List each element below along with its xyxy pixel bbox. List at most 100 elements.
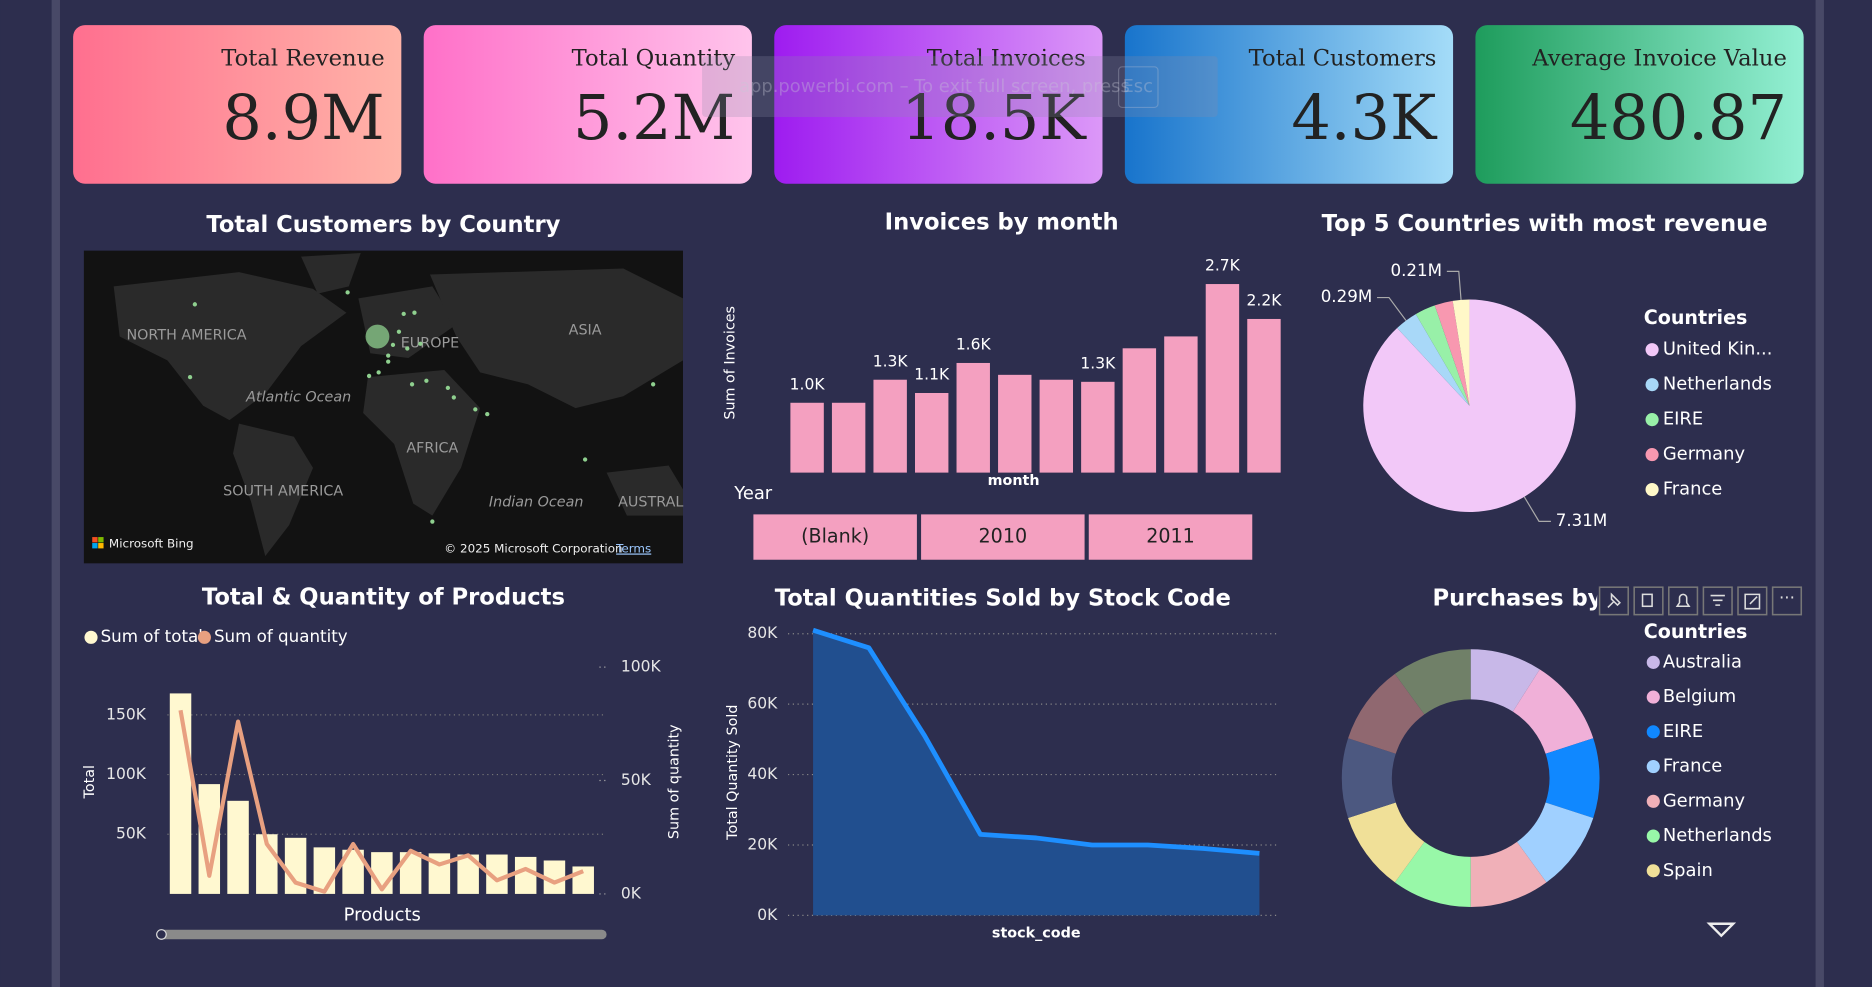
filter-icon bbox=[1710, 594, 1725, 606]
legend-label: Sum of total bbox=[101, 626, 203, 646]
leader-line bbox=[1446, 270, 1462, 300]
donut-slice bbox=[1512, 669, 1594, 754]
map-point bbox=[345, 290, 350, 295]
y-tick-label: 150K bbox=[106, 705, 147, 723]
map-terms[interactable]: Terms bbox=[615, 541, 651, 555]
kpi-value: 480.87 bbox=[1570, 81, 1787, 154]
slicer-option: 2010 bbox=[979, 525, 1028, 548]
copy-button[interactable] bbox=[1633, 586, 1664, 616]
pie-slice bbox=[1415, 305, 1470, 406]
bar bbox=[1164, 336, 1198, 473]
bar bbox=[572, 866, 594, 894]
more-button[interactable] bbox=[1771, 586, 1803, 616]
map-point bbox=[582, 457, 588, 462]
bar bbox=[342, 849, 364, 894]
donut-slice bbox=[1545, 738, 1600, 818]
bar bbox=[1039, 379, 1074, 473]
data-label: 2.2K bbox=[1247, 292, 1283, 310]
edge-right bbox=[1815, 0, 1824, 987]
kpi-title: Total Revenue bbox=[221, 46, 384, 72]
bar bbox=[831, 402, 866, 473]
copy-icon bbox=[1641, 593, 1653, 608]
legend-swatch bbox=[1645, 343, 1659, 357]
map-point bbox=[445, 385, 451, 391]
scrollbar[interactable] bbox=[159, 929, 607, 940]
pie-slice bbox=[1397, 314, 1470, 406]
map-point bbox=[405, 346, 410, 351]
data-label: 1.0K bbox=[790, 375, 826, 393]
y-axis-label: Sum of Invoices bbox=[723, 306, 739, 420]
landmass bbox=[301, 253, 361, 294]
legend-swatch bbox=[1646, 655, 1660, 669]
notice-bg bbox=[702, 56, 1218, 117]
map-attribution: © 2025 Microsoft Corporation bbox=[444, 541, 622, 555]
y2-tick-label: 50K bbox=[621, 771, 652, 789]
slicer-option: (Blank) bbox=[801, 525, 869, 548]
data-label: 1.3K bbox=[873, 352, 909, 370]
bar bbox=[543, 860, 566, 894]
notice-key: Esc bbox=[1122, 76, 1152, 97]
notice-text: app.powerbi.com – To exit full screen, p… bbox=[739, 76, 1130, 97]
map-point bbox=[412, 310, 417, 315]
bar bbox=[1205, 284, 1240, 473]
bar bbox=[313, 847, 336, 894]
edge-left bbox=[51, 0, 60, 987]
slicer-title: Year bbox=[733, 483, 773, 504]
y-tick-label: 20K bbox=[747, 835, 778, 853]
x-axis-label: stock_code bbox=[992, 925, 1081, 941]
map-label: NORTH AMERICA bbox=[126, 327, 246, 343]
y-tick-label: 80K bbox=[747, 624, 778, 642]
donut-slice bbox=[1341, 738, 1396, 818]
legend-swatch bbox=[1646, 829, 1660, 843]
kpi-title: Total Quantity bbox=[572, 46, 736, 72]
landmass bbox=[606, 465, 683, 516]
alert-button[interactable] bbox=[1668, 586, 1699, 616]
legend-label: Australia bbox=[1663, 651, 1742, 672]
bar bbox=[227, 800, 249, 894]
fullscreen-notice: app.powerbi.com – To exit full screen, p… bbox=[702, 56, 1218, 117]
map-point bbox=[424, 378, 429, 383]
kpi-card bbox=[1475, 25, 1804, 184]
slicer-button[interactable] bbox=[1088, 514, 1253, 560]
bing-logo bbox=[92, 543, 98, 549]
scroll-handle[interactable] bbox=[156, 929, 167, 940]
legend-label: Netherlands bbox=[1663, 374, 1772, 395]
data-label: 0.29M bbox=[1321, 286, 1373, 306]
y-tick-label: 100K bbox=[106, 765, 147, 783]
line bbox=[178, 709, 584, 894]
more-icon: ··· bbox=[1779, 588, 1795, 608]
y-axis-label: Total bbox=[82, 765, 98, 799]
donut-slice bbox=[1394, 649, 1471, 715]
legend-label: France bbox=[1663, 479, 1723, 500]
y2-tick-label: 100K bbox=[621, 658, 662, 676]
chart-title: Total & Quantity of Products bbox=[202, 584, 565, 610]
map-point bbox=[451, 395, 456, 400]
bar bbox=[169, 693, 192, 894]
data-label: 1.6K bbox=[956, 336, 992, 354]
map-point bbox=[366, 373, 372, 379]
legend-title: Countries bbox=[1644, 306, 1748, 329]
slicer-button[interactable] bbox=[753, 514, 917, 560]
kpi-cards: Total Revenue 8.9M Total Quantity 5.2M Total… bbox=[73, 25, 1804, 184]
kpi-title: Total Customers bbox=[1249, 46, 1437, 72]
kpi-value: 5.2M bbox=[573, 81, 735, 154]
visual-toolbar[interactable]: ··· bbox=[1597, 584, 1803, 618]
map-label: AUSTRAL bbox=[618, 494, 683, 510]
legend-label: France bbox=[1663, 756, 1723, 777]
slicer-button[interactable] bbox=[921, 514, 1085, 560]
kpi-title: Total Invoices bbox=[927, 46, 1086, 72]
legend-scroll-arrow[interactable] bbox=[1706, 922, 1737, 938]
chart-title: Total Quantities Sold by Stock Code bbox=[775, 586, 1231, 612]
bar bbox=[998, 374, 1032, 473]
kpi-card bbox=[774, 25, 1103, 184]
legend-title: Countries bbox=[1644, 620, 1748, 643]
map-point bbox=[401, 311, 406, 317]
map-provider: Microsoft Bing bbox=[109, 537, 194, 551]
landmass bbox=[363, 369, 481, 516]
chart-title: Invoices by month bbox=[885, 210, 1119, 236]
bar bbox=[457, 854, 479, 894]
map-point bbox=[396, 329, 402, 334]
bar bbox=[1247, 318, 1281, 473]
legend-label: Sum of quantity bbox=[214, 626, 348, 646]
